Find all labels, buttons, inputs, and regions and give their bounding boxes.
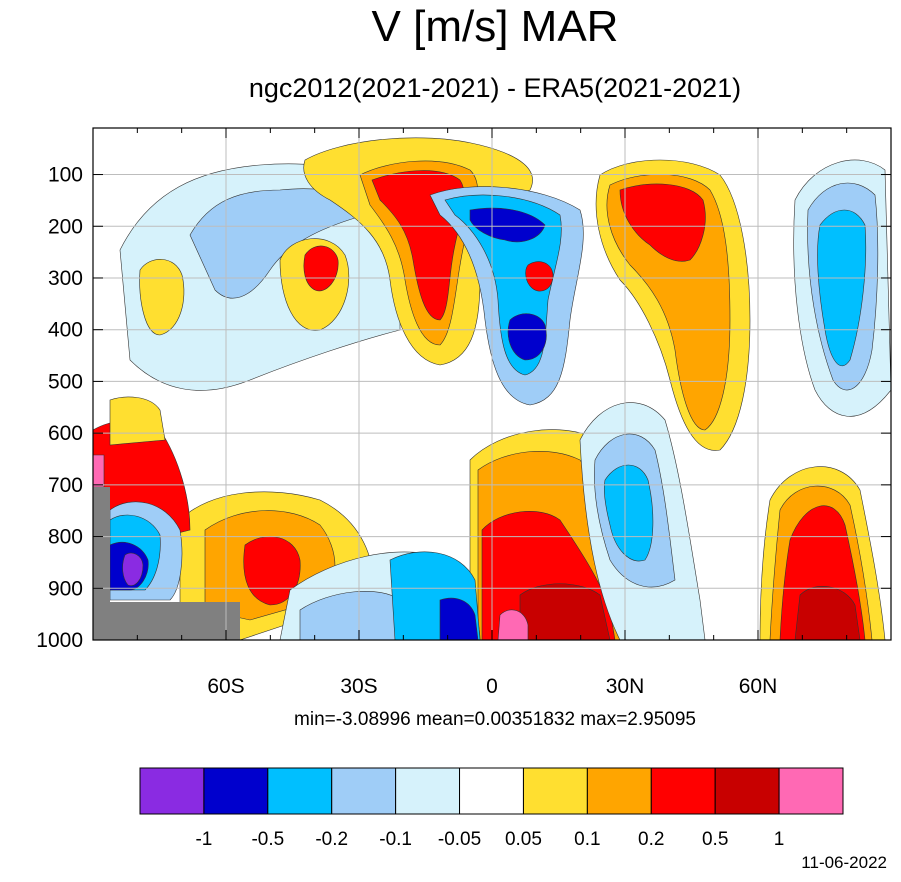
region-eq-red-inset (525, 261, 554, 292)
y-tick-labels: 100 200 300 400 500 600 700 800 900 1000 (36, 164, 83, 652)
y-tick-label: 600 (48, 422, 83, 445)
region-sh-red-upper (303, 245, 339, 292)
colorbar-level-label: 0.2 (638, 829, 664, 850)
region-nh-blue-core (817, 209, 867, 367)
x-tick-label: 60S (207, 675, 244, 698)
y-tick-label: 700 (48, 474, 83, 497)
region-ant-pink (93, 454, 105, 488)
region-sh-low-blue-deep (439, 597, 479, 640)
colorbar-level-label: 1 (774, 829, 785, 850)
colorbar-level-label: 0.1 (574, 829, 600, 850)
colorbar-box (522, 767, 588, 815)
colorbar-level-label: -1 (195, 829, 212, 850)
colorbar-level-label: -0.2 (315, 829, 348, 850)
axis-ticks (93, 128, 891, 641)
colorbar-box (203, 767, 269, 815)
colorbar-level-label: 0.5 (702, 829, 728, 850)
y-tick-label: 100 (48, 164, 83, 187)
date-stamp: 11-06-2022 (801, 853, 887, 872)
colorbar-labels: -1 -0.5 -0.2 -0.1 -0.05 0.05 0.1 0.2 0.5 1 (195, 829, 784, 850)
colorbar-box (139, 767, 205, 815)
y-tick-label: 400 (48, 319, 83, 342)
colorbar-level-label: -0.1 (379, 829, 412, 850)
contour-field (93, 137, 891, 640)
region-eq-blue-lower-core (507, 313, 547, 361)
colorbar-level-label: -0.5 (251, 829, 284, 850)
colorbar-box (714, 767, 780, 815)
chart-subtitle: ngc2012(2021-2021) - ERA5(2021-2021) (248, 73, 742, 103)
chart-title: V [m/s] MAR (371, 2, 619, 51)
region-lt-darkred (519, 583, 611, 640)
contour-plot: 60S 30S 0 30N 60N 100 200 300 400 500 600 700 800 90… (36, 127, 892, 698)
y-tick-label: 300 (48, 267, 83, 290)
y-tick-label: 1000 (36, 629, 83, 652)
y-tick-label: 200 (48, 215, 83, 238)
y-tick-label: 800 (48, 526, 83, 549)
region-eq-blue-core (469, 207, 546, 243)
x-tick-labels: 60S 30S 0 30N 60N (207, 675, 777, 698)
region-lt-pink (497, 609, 529, 640)
colorbar-box (586, 767, 652, 815)
colorbar-box (650, 767, 716, 815)
contour-shapes (93, 137, 891, 640)
colorbar-level-label: 0.05 (505, 829, 542, 850)
x-tick-label: 30S (340, 675, 377, 698)
colorbar-box (267, 767, 333, 815)
stats-line: min=-3.08996 mean=0.00351832 max=2.95095 (294, 709, 696, 730)
y-tick-label: 900 (48, 577, 83, 600)
grid-lines (93, 128, 891, 640)
colorbar-box (778, 767, 844, 815)
x-tick-label: 60N (739, 675, 778, 698)
region-ant-purple (122, 552, 144, 586)
region-nh-low-darkred (794, 586, 861, 640)
region-nh-red-upper (619, 183, 706, 262)
colorbar-boxes (139, 767, 844, 815)
colorbar-box (459, 767, 524, 815)
x-tick-label: 0 (486, 675, 498, 698)
y-tick-label: 500 (48, 370, 83, 393)
missing-data-mask (93, 487, 240, 640)
colorbar-box (395, 767, 461, 815)
colorbar-box (331, 767, 397, 815)
colorbar-level-label: -0.05 (438, 829, 481, 850)
x-tick-label: 30N (606, 675, 645, 698)
